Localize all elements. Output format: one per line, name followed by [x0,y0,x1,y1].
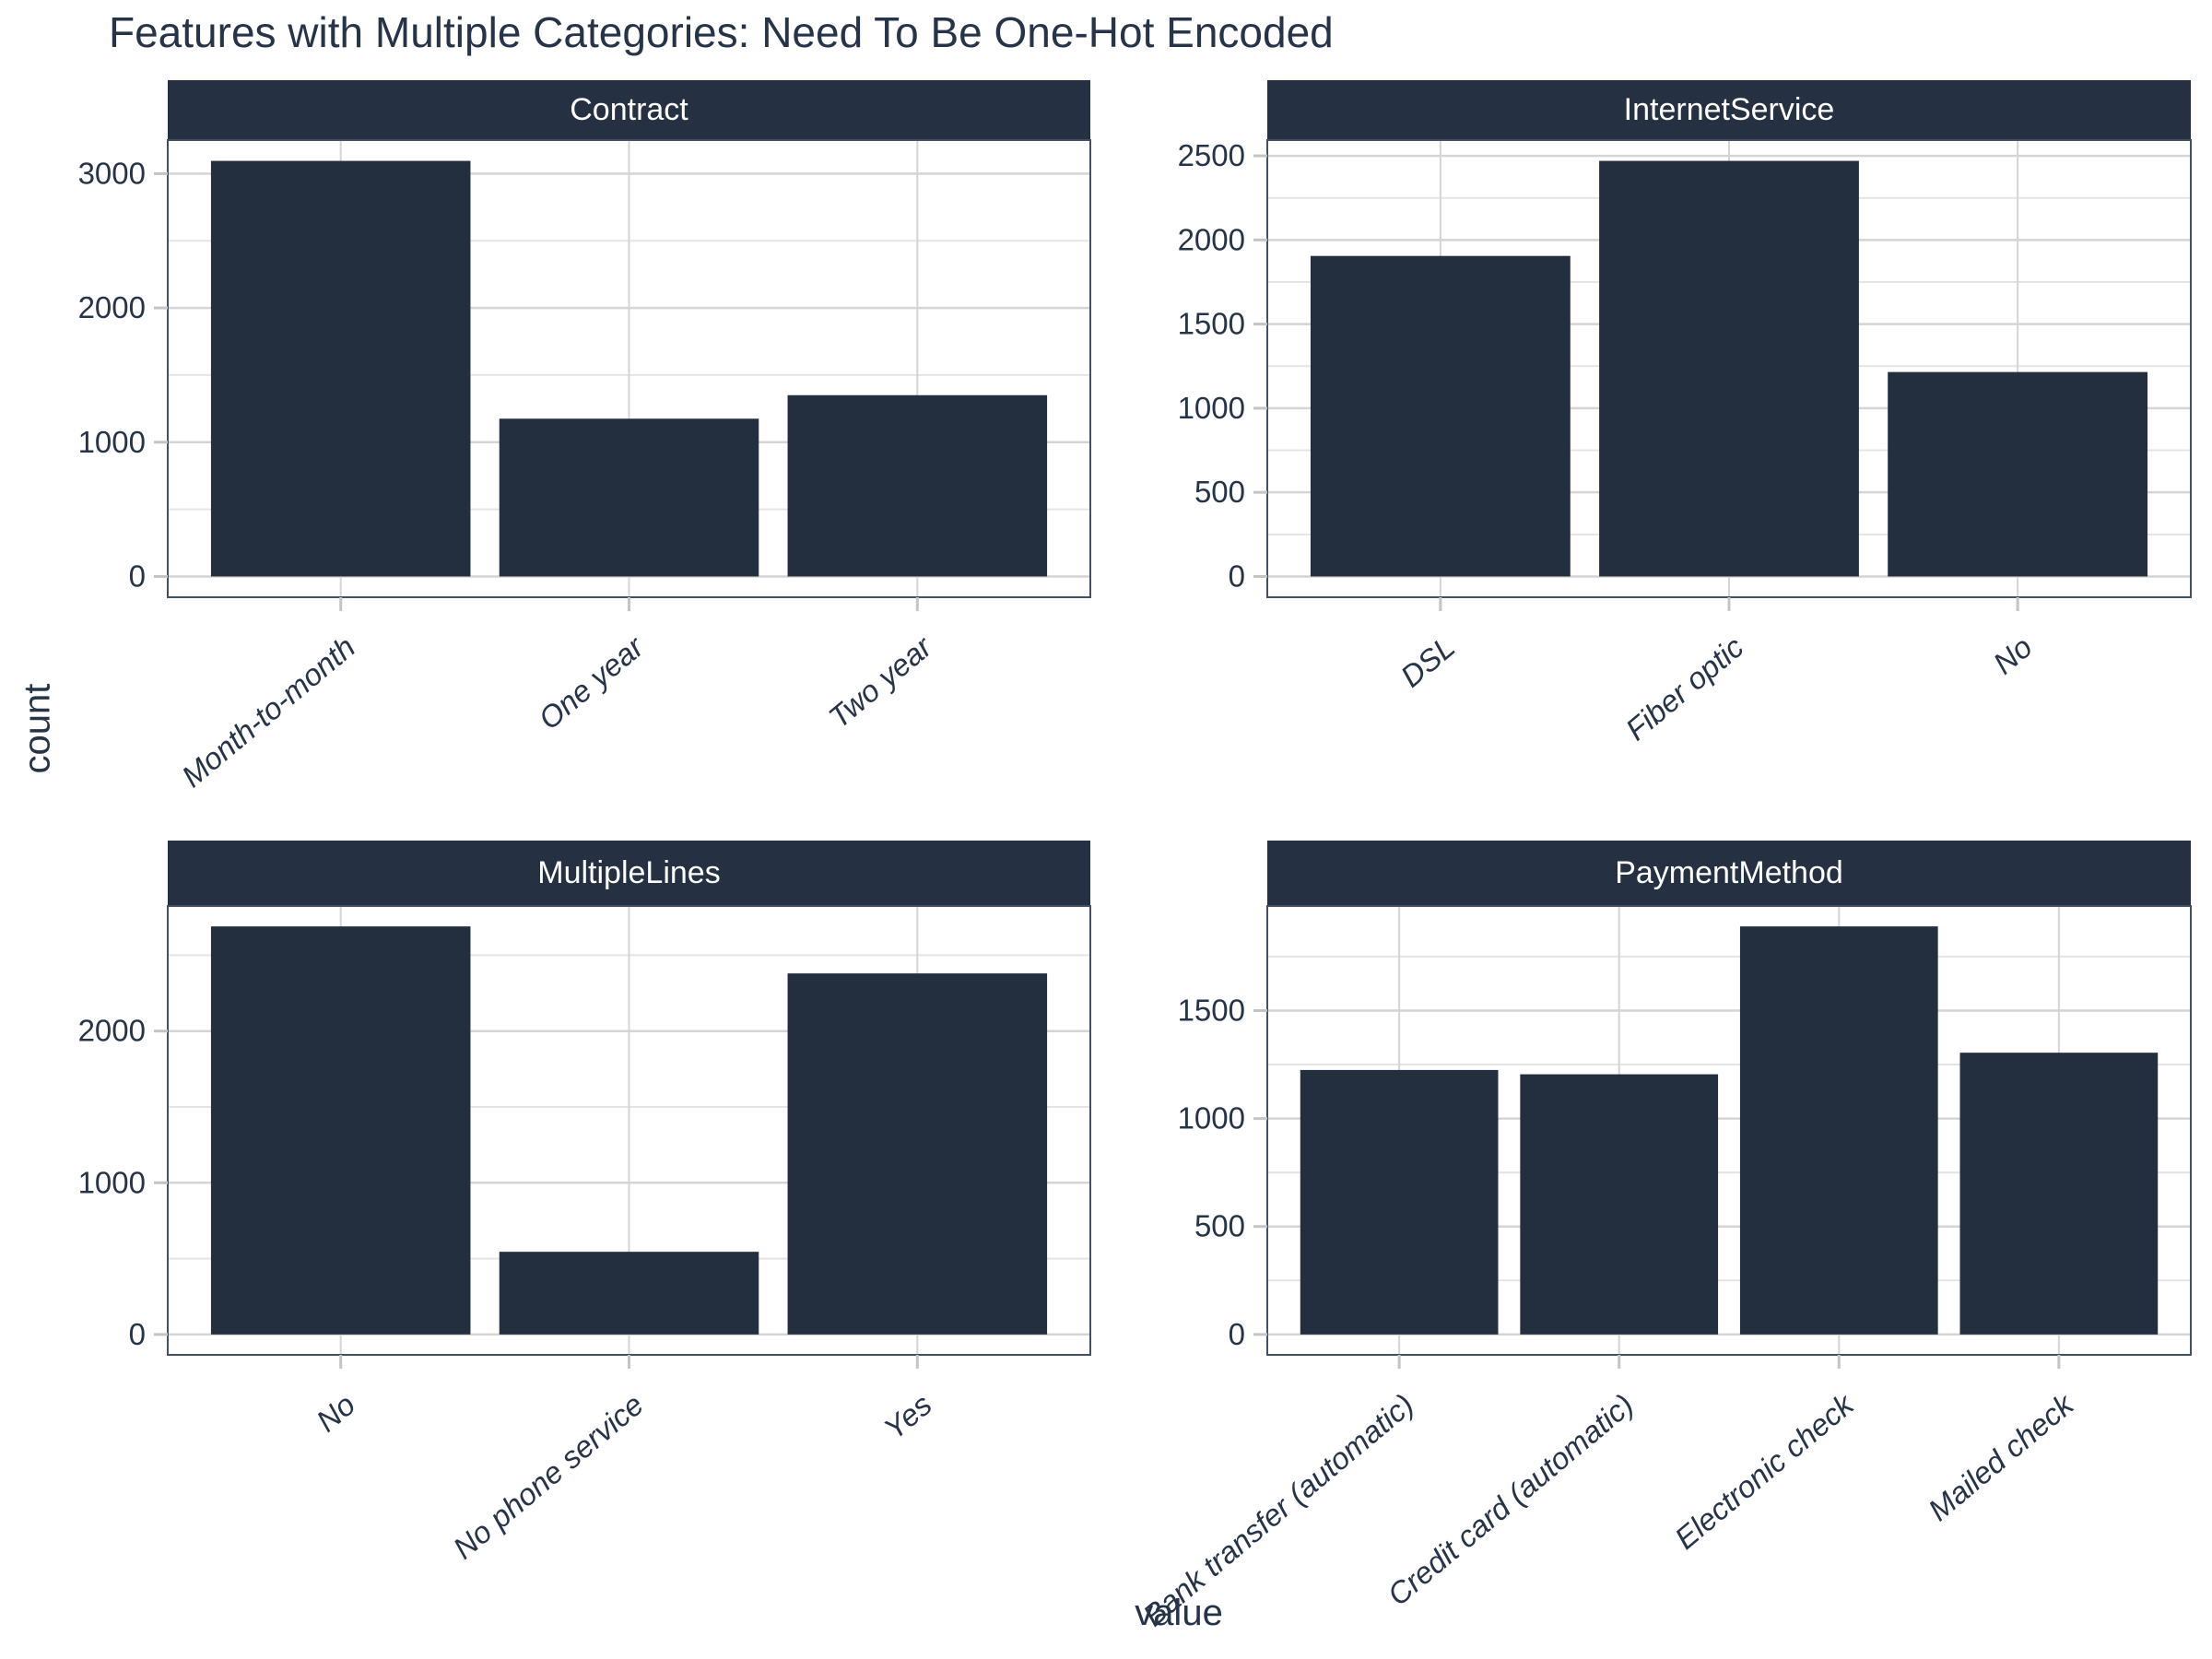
y-tick-label: 0 [1229,1317,1245,1351]
facet-panel-paymentmethod: PaymentMethod 0 500 1000 1500 Bank transfer … [1111,841,2212,1633]
x-tick-label: DSL [1394,629,1461,694]
plot-area-internetservice: 0 500 1000 1500 2000 2500 DSL Fiber optic No [1178,138,2192,747]
y-tick-label: 1500 [1178,993,1245,1027]
y-tick-label: 1000 [1178,391,1245,425]
bar-bank-transfer-automatic- [1300,1069,1499,1335]
facet-strip-contract: Contract [168,80,1090,140]
x-tick-label: Month-to-month [175,629,361,794]
x-tick-label: Fiber optic [1619,629,1750,747]
bar-month-to-month [210,160,471,577]
bar-fiber-optic [1599,160,1859,577]
bar-no [1888,371,2148,577]
facet-panel-internetservice: InternetService 0 500 1000 1500 2000 2500 DSL F… [1111,80,2212,874]
bar-two-year [787,394,1048,577]
y-tick-label: 3000 [78,156,146,190]
y-tick-label: 2000 [78,290,146,324]
x-tick-label: No [1987,629,2039,680]
facet-strip-multiplelines: MultipleLines [168,841,1090,906]
bar-dsl [1310,255,1571,577]
x-tick-label: Credit card (automatic) [1381,1387,1640,1612]
y-tick-label: 2000 [1178,222,1245,256]
y-tick-label: 1000 [78,1165,146,1199]
y-tick-label: 500 [1194,475,1245,509]
y-tick-label: 0 [129,1317,146,1351]
bar-electronic-check [1739,926,1938,1335]
y-tick-label: 1000 [1178,1101,1245,1135]
y-tick-label: 1500 [1178,307,1245,341]
plot-area-contract: 0 1000 2000 3000 Month-to-month One year Two y… [78,139,1091,794]
x-tick-label: Yes [877,1387,938,1446]
plot-area-multiplelines: 0 1000 2000 No No phone service Yes [78,905,1091,1565]
y-tick-label: 2000 [78,1014,146,1048]
y-tick-label: 500 [1194,1209,1245,1243]
bar-no-phone-service [499,1252,759,1335]
x-tick-label: Bank transfer (automatic) [1136,1387,1420,1632]
y-tick-label: 0 [129,559,146,593]
facet-strip-paymentmethod: PaymentMethod [1267,841,2191,906]
x-tick-label: Two year [822,629,939,735]
y-tick-label: 1000 [78,425,146,459]
x-tick-label: No phone service [446,1387,650,1565]
x-tick-label: Mailed check [1922,1386,2080,1527]
bar-mailed-check [1959,1053,2159,1335]
bar-credit-card-automatic- [1520,1074,1719,1335]
facet-panel-contract: Contract 0 1000 2000 3000 Month-to-month One … [11,80,1247,874]
x-tick-label: Electronic check [1668,1386,1861,1556]
facet-strip-internetservice: InternetService [1267,80,2191,140]
bar-one-year [499,418,759,577]
bar-yes [787,973,1048,1335]
chart-title: Features with Multiple Categories: Need … [109,8,1334,56]
bar-no [210,926,471,1335]
plot-area-paymentmethod: 0 500 1000 1500 Bank transfer (automatic)Cre… [1136,905,2192,1633]
facet-panel-multiplelines: MultipleLines 0 1000 2000 No No phone servic… [11,841,1247,1631]
x-tick-label: No [310,1387,361,1438]
y-tick-label: 0 [1229,559,1245,593]
x-tick-label: One year [532,629,651,736]
y-tick-label: 2500 [1178,138,1245,172]
x-axis-title: value [1135,1593,1223,1633]
panel-border [1266,905,2192,1356]
